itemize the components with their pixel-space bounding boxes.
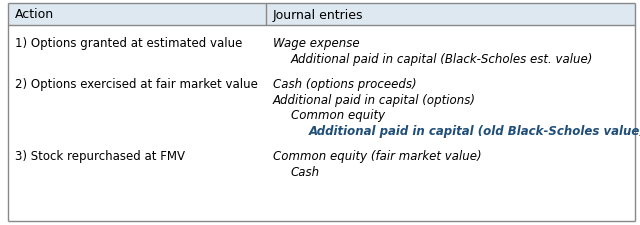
Bar bbox=[8, 4, 635, 26]
Text: Wage expense: Wage expense bbox=[273, 37, 359, 50]
Text: Additional paid in capital (old Black-Scholes value): Additional paid in capital (old Black-Sc… bbox=[308, 124, 640, 137]
Text: Common equity (fair market value): Common equity (fair market value) bbox=[273, 150, 481, 162]
Text: Journal entries: Journal entries bbox=[273, 9, 363, 21]
Text: Additional paid in capital (options): Additional paid in capital (options) bbox=[273, 93, 476, 106]
Text: Cash (options proceeds): Cash (options proceeds) bbox=[273, 78, 416, 91]
Text: Additional paid in capital (Black-Scholes est. value): Additional paid in capital (Black-Schole… bbox=[291, 52, 593, 65]
Text: Cash: Cash bbox=[291, 165, 320, 178]
Text: 3) Stock repurchased at FMV: 3) Stock repurchased at FMV bbox=[15, 150, 185, 162]
Text: 2) Options exercised at fair market value: 2) Options exercised at fair market valu… bbox=[15, 78, 258, 91]
Text: Action: Action bbox=[15, 9, 54, 21]
Text: Common equity: Common equity bbox=[291, 109, 385, 122]
Text: 1) Options granted at estimated value: 1) Options granted at estimated value bbox=[15, 37, 243, 50]
